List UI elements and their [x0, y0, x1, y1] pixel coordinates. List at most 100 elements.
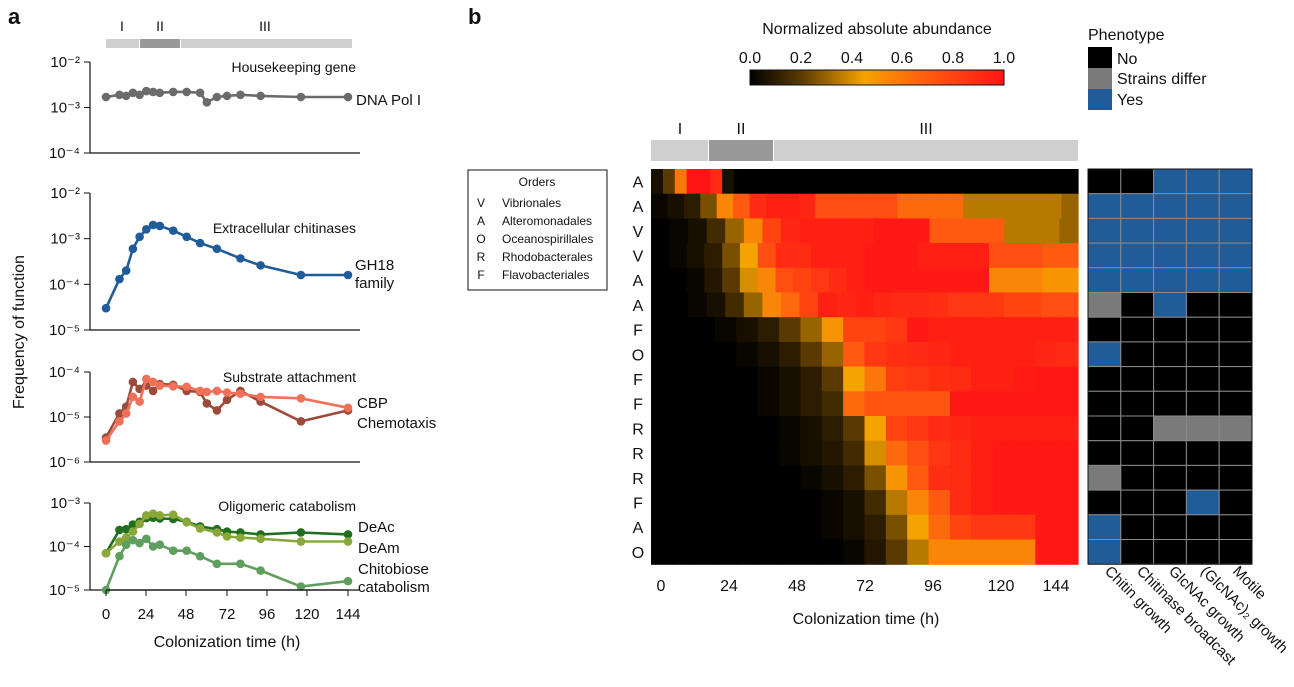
data-point: [195, 551, 205, 561]
x-tick-label: 24: [720, 578, 738, 595]
phenotype-cell: [1087, 316, 1122, 343]
phase-bar-ii: [709, 140, 773, 161]
heatmap-cell: [706, 218, 726, 244]
heatmap-cell: [779, 416, 802, 442]
heatmap-cell: [994, 169, 1008, 195]
heatmap-cell: [722, 267, 741, 294]
heatmap-cell: [971, 490, 994, 516]
data-point: [202, 387, 212, 397]
heatmap-cell: [781, 169, 794, 195]
heatmap-cell: [992, 490, 1015, 516]
heatmap-cell: [821, 539, 844, 565]
heatmap-cell: [780, 218, 801, 244]
heatmap-cell: [1013, 341, 1036, 368]
heatmap-cell: [811, 243, 830, 269]
heatmap-cell: [821, 391, 844, 417]
colorbar-tick: 0.4: [841, 50, 863, 67]
data-point: [256, 566, 265, 575]
data-point: [195, 238, 205, 248]
data-point: [222, 91, 232, 101]
heatmap-row-label: R: [632, 421, 644, 438]
data-point: [135, 397, 144, 406]
legend-swatch-yes: [1088, 89, 1112, 110]
phenotype-cell: [1185, 440, 1220, 466]
heatmap-cell: [668, 267, 688, 294]
x-tick-label: 120: [988, 578, 1015, 595]
heatmap-cell: [995, 193, 1013, 219]
x-tick-label: 0: [657, 578, 666, 595]
phenotype-cell: [1218, 217, 1253, 244]
order-code: O: [476, 232, 485, 246]
data-point: [236, 389, 245, 398]
data-point: [222, 395, 232, 405]
heatmap-cell: [1013, 514, 1036, 541]
data-point: [182, 382, 191, 392]
heatmap-cell: [686, 243, 705, 269]
phase-label-i: I: [120, 18, 124, 34]
data-point: [343, 537, 353, 546]
subplot-housekeeping: 10⁻² 10⁻³ 10⁻⁴ Housekeeping gene DNA Pol I: [49, 54, 421, 162]
phenotype-cell: [1087, 242, 1122, 269]
heatmap-row-label: A: [633, 298, 644, 315]
heatmap-cell: [821, 465, 844, 491]
heatmap-cell: [935, 267, 955, 294]
heatmap-cell: [651, 193, 669, 219]
heatmap-cell: [1056, 514, 1079, 541]
phenotype-cell: [1185, 341, 1220, 368]
heatmap-cell: [757, 366, 780, 392]
panel-a-x-axis: 0 24 48 72 96 120 144 Colonization time …: [102, 589, 361, 651]
heatmap-cell: [686, 169, 700, 195]
phenotype-cell: [1153, 366, 1187, 392]
heatmap-cell: [651, 218, 671, 244]
heatmap-cell: [843, 317, 866, 343]
heatmap-cell: [757, 490, 780, 516]
heatmap-cell: [683, 193, 701, 219]
data-point: [115, 90, 124, 100]
colorbar-tick: 0.6: [891, 50, 913, 67]
phenotype-cell: [1153, 415, 1187, 442]
data-point: [101, 436, 111, 445]
heatmap-cell: [1054, 169, 1067, 195]
heatmap-cell: [885, 514, 908, 541]
heatmap-cell: [907, 490, 930, 516]
heatmap-cell: [992, 514, 1015, 541]
heatmap-cell: [913, 193, 931, 219]
heatmap-cell: [1013, 366, 1036, 392]
heatmap-row-label: A: [633, 199, 644, 216]
data-point: [128, 520, 138, 529]
data-point: [343, 403, 353, 413]
heatmap-cell: [757, 341, 780, 368]
heatmap-cell: [706, 292, 726, 318]
heatmap-cell: [992, 416, 1015, 442]
x-tick-label: 72: [856, 578, 874, 595]
data-point: [128, 535, 138, 545]
data-point: [296, 528, 306, 537]
heatmap-cell: [910, 292, 931, 318]
heatmap-cell: [1030, 169, 1044, 195]
heatmap-cell: [688, 218, 708, 244]
phenotype-cell: [1185, 292, 1220, 318]
heatmap-cell: [1035, 366, 1058, 392]
heatmap-cell: [949, 539, 972, 565]
heatmap-cell: [821, 366, 844, 392]
heatmap-cell: [840, 169, 854, 195]
panel-b-x-axis: 0 24 48 72 96 120 144 Colonization time …: [657, 578, 1070, 628]
heatmap-cell: [757, 391, 780, 417]
panel-b-label: b: [468, 4, 481, 29]
data-point: [195, 88, 205, 98]
heatmap-cell: [828, 169, 842, 195]
heatmap-cell: [651, 267, 670, 294]
heatmap-cell: [1022, 218, 1042, 244]
heatmap-cell: [864, 169, 877, 195]
data-point: [236, 559, 245, 569]
heatmap-cell: [715, 490, 737, 516]
heatmap-cell: [885, 465, 908, 491]
heatmap-cell: [800, 341, 823, 368]
heatmap-cell: [651, 490, 673, 516]
phenotype-cell: [1120, 415, 1155, 442]
heatmap-cell: [885, 391, 908, 417]
heatmap-cell: [897, 193, 915, 219]
data-point: [142, 534, 151, 544]
heatmap-cell: [1028, 193, 1046, 219]
